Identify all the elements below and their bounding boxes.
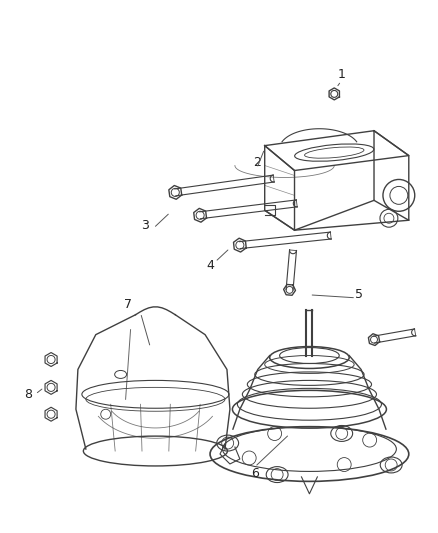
Text: 8: 8	[24, 388, 32, 401]
Text: 3: 3	[141, 219, 149, 232]
Text: 2: 2	[253, 156, 261, 169]
Text: 7: 7	[124, 298, 131, 311]
Text: 5: 5	[355, 288, 363, 301]
Text: 6: 6	[251, 467, 259, 480]
Text: 1: 1	[337, 68, 345, 80]
Text: 4: 4	[206, 259, 214, 271]
